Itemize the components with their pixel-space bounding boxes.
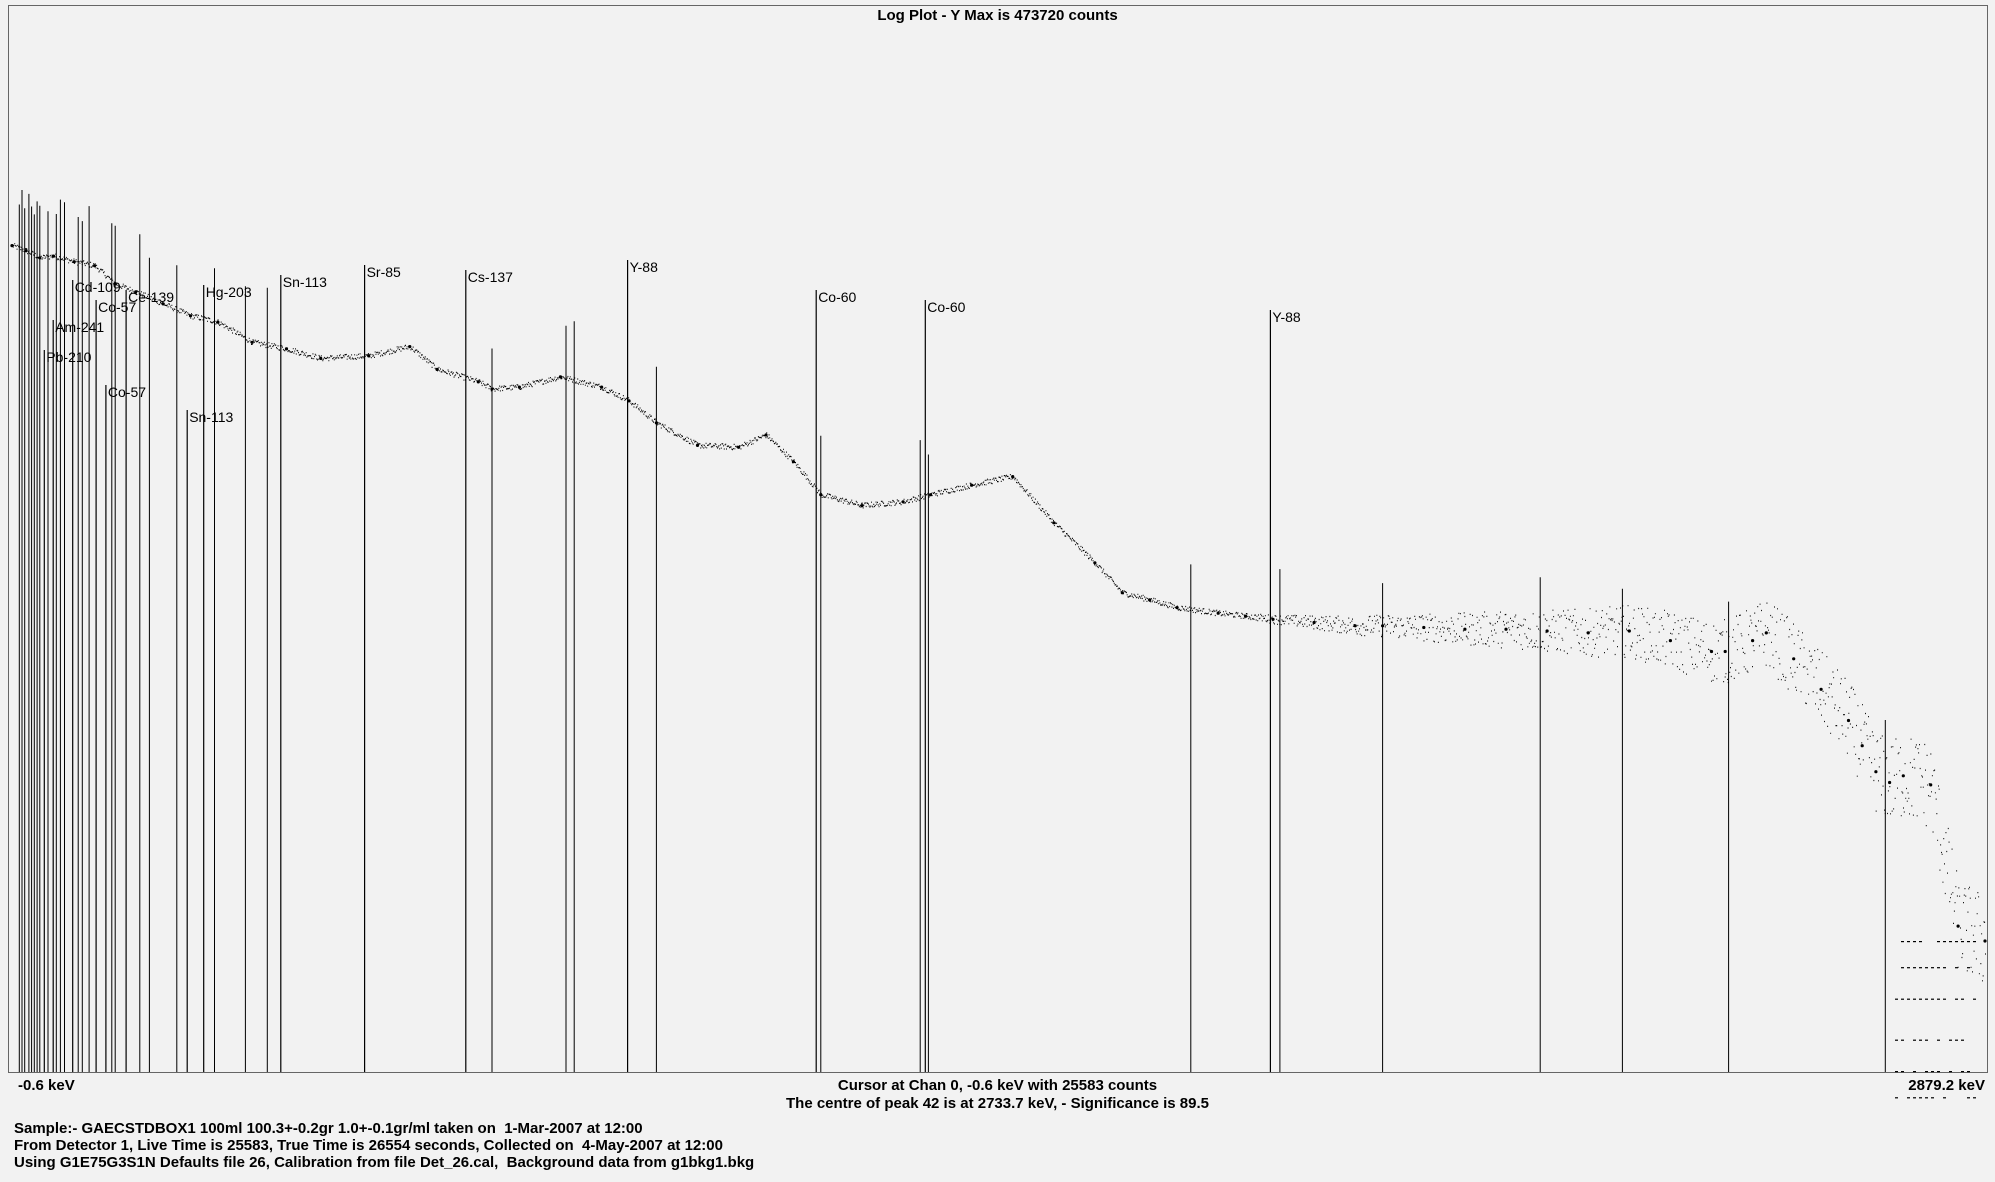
- peak-label: Sr-85: [367, 264, 401, 280]
- spectrum-point: [1792, 657, 1796, 661]
- spectrum-point: [1052, 521, 1056, 525]
- plot-title: Log Plot - Y Max is 473720 counts: [877, 7, 1118, 24]
- spectrum-point: [1860, 744, 1864, 748]
- low-count-tail: [1895, 941, 1976, 1099]
- spectrum-point: [1983, 939, 1987, 943]
- spectrum-point: [319, 356, 323, 360]
- peak-label: Am-241: [55, 319, 104, 335]
- peak-label: Co-57: [108, 384, 146, 400]
- spectrum-point: [1819, 687, 1823, 691]
- spectrum-point: [1956, 924, 1960, 928]
- spectrum-point: [1422, 625, 1426, 630]
- peak-label: Ce-139: [128, 289, 174, 305]
- plot-area[interactable]: [8, 5, 1988, 1073]
- peak-label: Co-60: [818, 289, 856, 305]
- spectrum-point: [1751, 639, 1755, 643]
- spectrum-point: [1846, 718, 1851, 723]
- spectrum-point: [1627, 629, 1631, 633]
- x-axis-min-label: -0.6 keV: [18, 1077, 75, 1094]
- peak-label: Y-88: [1272, 309, 1301, 325]
- peak-label: Sn-113: [189, 409, 233, 425]
- sample-info: Sample:- GAECSTDBOX1 100ml 100.3+-0.2gr …: [14, 1120, 643, 1137]
- spectrum-point: [93, 264, 97, 268]
- detector-info: From Detector 1, Live Time is 25583, Tru…: [14, 1137, 723, 1154]
- spectrum-point: [860, 504, 864, 508]
- spectrum-point: [1929, 783, 1933, 787]
- peak-label: Pb-210: [46, 349, 91, 365]
- peak-label: Cs-137: [468, 269, 513, 285]
- spectrum-point: [24, 249, 28, 253]
- peak-label: Cd-109: [75, 279, 121, 295]
- spectrum-point: [1723, 649, 1727, 654]
- calibration-info: Using G1E75G3S1N Defaults file 26, Calib…: [14, 1154, 755, 1171]
- spectrum-point: [1504, 627, 1508, 631]
- spectrum-point: [1888, 780, 1892, 785]
- peak-label: Co-60: [927, 299, 965, 315]
- x-axis-max-label: 2879.2 keV: [1908, 1077, 1985, 1094]
- peak-label: Co-57: [98, 299, 136, 315]
- spectrum-point: [1312, 620, 1316, 625]
- spectrum-point: [1271, 617, 1275, 621]
- peak-label: Y-88: [630, 259, 659, 275]
- spectrum-point: [1244, 614, 1248, 618]
- cursor-readout: Cursor at Chan 0, -0.6 keV with 25583 co…: [837, 1077, 1158, 1094]
- spectrum-point: [1764, 631, 1768, 635]
- spectrum-point: [1463, 627, 1467, 631]
- peak-label: Sn-113: [283, 274, 327, 290]
- spectrum-point: [250, 340, 254, 344]
- spectrum-point: [1668, 639, 1672, 643]
- spectrum-point: [1709, 649, 1714, 654]
- peak-readout: The centre of peak 42 is at 2733.7 keV, …: [786, 1095, 1209, 1112]
- spectrum-point: [1901, 774, 1905, 778]
- spectrum-point: [1545, 629, 1549, 633]
- spectrum-points: [10, 244, 1987, 943]
- spectrum-trace: [12, 243, 1986, 982]
- peak-label: Hg-203: [206, 284, 252, 300]
